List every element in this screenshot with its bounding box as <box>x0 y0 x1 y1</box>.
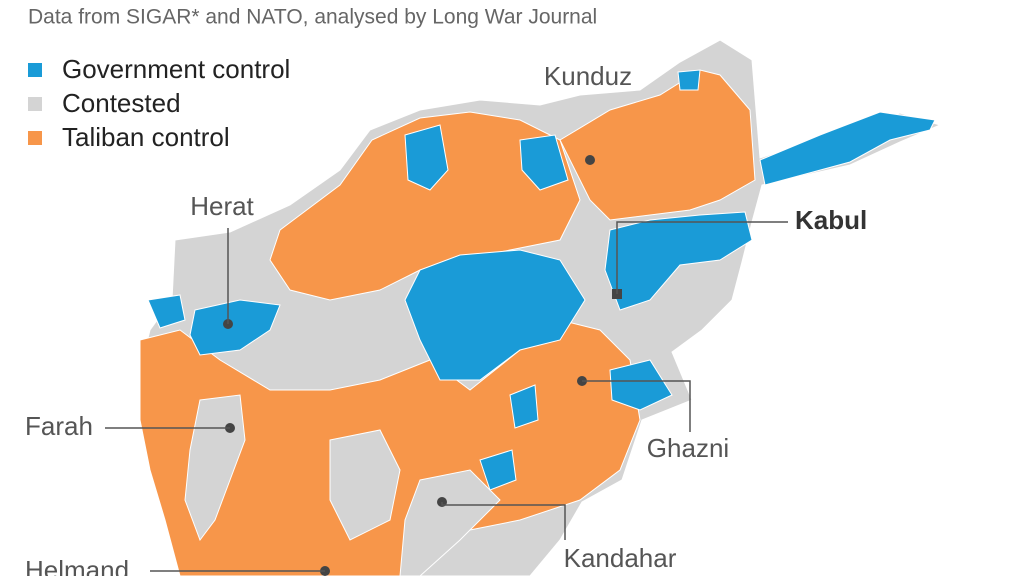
government-region <box>404 124 449 191</box>
government-region <box>677 69 701 91</box>
legend-label: Government control <box>62 54 290 84</box>
legend: Government control Contested Taliban con… <box>28 54 290 152</box>
government-region <box>759 111 936 186</box>
city-marker <box>585 155 595 165</box>
country <box>139 39 942 576</box>
taliban-region <box>269 111 581 301</box>
legend-label: Taliban control <box>62 122 230 152</box>
city-labels: Kunduz Kabul Herat Farah Ghazni Kandahar… <box>25 61 867 576</box>
city-label: Helmand <box>25 555 129 576</box>
city-label: Farah <box>25 411 93 441</box>
legend-swatch <box>28 131 42 145</box>
government-region <box>609 359 673 411</box>
city-label: Kunduz <box>544 61 632 91</box>
contested-region <box>399 469 501 576</box>
subtitle: Data from SIGAR* and NATO, analysed by L… <box>28 6 597 29</box>
government-region <box>189 299 281 356</box>
city-label: Kandahar <box>564 543 677 573</box>
leader-line <box>616 221 788 294</box>
city-label: Herat <box>190 191 254 221</box>
government-region <box>509 384 539 429</box>
government-region <box>479 449 517 491</box>
city-label: Kabul <box>795 205 867 235</box>
legend-swatch <box>28 63 42 77</box>
contested-region <box>329 429 401 541</box>
legend-label: Contested <box>62 88 181 118</box>
taliban-region <box>559 69 756 221</box>
legend-swatch <box>28 97 42 111</box>
government-region <box>404 249 586 381</box>
city-label: Ghazni <box>647 433 729 463</box>
leader-line <box>582 380 691 432</box>
government-region <box>147 294 186 329</box>
leader-line <box>441 502 566 540</box>
government-region <box>519 134 569 191</box>
